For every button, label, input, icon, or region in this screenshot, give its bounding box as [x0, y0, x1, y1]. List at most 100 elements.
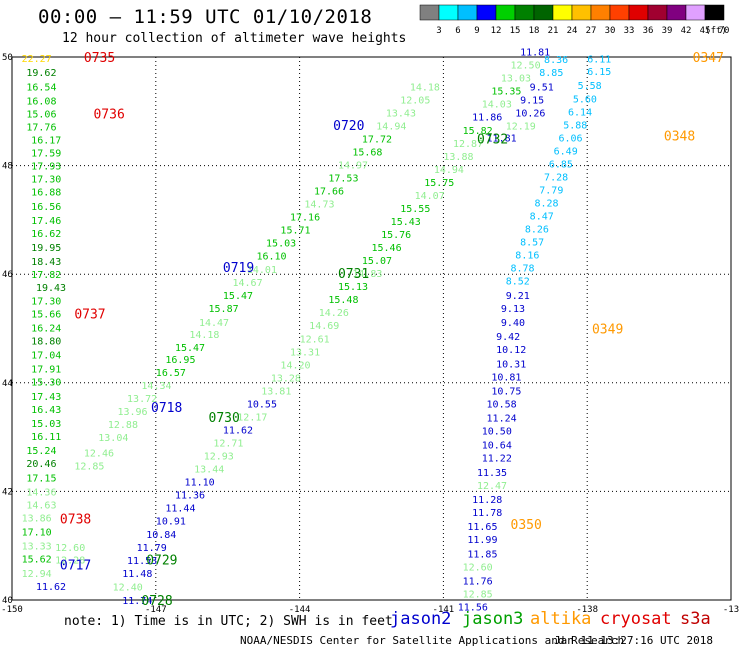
swh-value-label: 6.15 [587, 67, 611, 78]
swh-value-label: 11.62 [223, 425, 253, 436]
swh-value-label: 17.04 [31, 351, 61, 362]
swh-value-label: 13.31 [290, 347, 320, 358]
swh-value-label: 16.43 [31, 405, 61, 416]
swh-value-label: 15.48 [328, 295, 358, 306]
colorbar-swatch [590, 4, 611, 21]
swh-value-label: 10.31 [496, 359, 526, 370]
swh-value-label: 12.05 [400, 95, 430, 106]
colorbar-swatch [571, 4, 592, 21]
swh-value-label: 17.72 [362, 134, 392, 145]
swh-value-label: 11.35 [477, 468, 507, 479]
track-time-label: 0738 [60, 513, 91, 528]
track-time-label: 0730 [209, 411, 240, 426]
swh-value-label: 17.43 [31, 392, 61, 403]
y-tick-label: 40 [2, 596, 13, 606]
swh-value-label: 14.03 [482, 100, 512, 111]
colorbar-swatch [457, 4, 478, 21]
swh-value-label: 14.36 [26, 487, 56, 498]
colorbar-swatch [476, 4, 497, 21]
track-time-label: 0735 [84, 51, 115, 66]
legend-jason3: jason3 [462, 609, 524, 629]
swh-value-label: 17.46 [31, 216, 61, 227]
chart-subtitle: 12 hour collection of altimeter wave hei… [62, 31, 407, 46]
swh-value-label: 11.79 [137, 543, 167, 554]
swh-value-label: 13.43 [386, 108, 416, 119]
colorbar-swatch [628, 4, 649, 21]
swh-value-label: 19.62 [26, 68, 56, 79]
swh-value-label: 15.24 [26, 446, 56, 457]
swh-value-label: 15.47 [223, 291, 253, 302]
swh-value-label: 8.28 [534, 199, 558, 210]
colorbar-tick-label: 42 [681, 26, 692, 36]
swh-value-label: 17.30 [31, 175, 61, 186]
swh-value-label: 14.01 [247, 265, 277, 276]
swh-value-label: 12.17 [237, 412, 267, 423]
swh-value-label: 13.81 [261, 386, 291, 397]
swh-value-label: 16.95 [165, 355, 195, 366]
swh-value-label: 14.94 [376, 121, 406, 132]
swh-value-label: 10.50 [482, 427, 512, 438]
swh-value-label: 10.12 [496, 345, 526, 356]
colorbar-swatch [666, 4, 687, 21]
swh-value-label: 8.85 [539, 68, 563, 79]
swh-value-label: 12.88 [108, 420, 138, 431]
colorbar-swatch [533, 4, 554, 21]
swh-value-label: 13.86 [22, 513, 52, 524]
swh-value-label: 5.58 [578, 81, 602, 92]
swh-value-label: 7.28 [544, 172, 568, 183]
swh-value-label: 12.50 [511, 61, 541, 72]
swh-value-label: 11.48 [122, 569, 152, 580]
swh-value-label: 11.99 [467, 535, 497, 546]
swh-value-label: 10.58 [487, 399, 517, 410]
swh-value-label: 15.68 [352, 147, 382, 158]
swh-value-label: 17.93 [31, 162, 61, 173]
swh-value-label: 17.15 [26, 473, 56, 484]
swh-value-label: 10.91 [156, 517, 186, 528]
swh-value-label: 12.28 [55, 555, 85, 566]
track-time-label: 0731 [338, 267, 369, 282]
swh-value-label: 11.56 [458, 603, 488, 614]
swh-value-label: 12.85 [463, 589, 493, 600]
swh-value-label: 15.76 [381, 230, 411, 241]
swh-value-label: 8.52 [506, 277, 530, 288]
colorbar-tick-label: 6 [455, 26, 460, 36]
swh-value-label: 9.42 [496, 332, 520, 343]
track-time-label: 0348 [664, 130, 695, 145]
swh-value-label: 15.71 [280, 226, 310, 237]
swh-value-label: 7.79 [539, 185, 563, 196]
swh-value-label: 17.82 [31, 270, 61, 281]
swh-value-label: 14.67 [232, 278, 262, 289]
swh-value-label: 15.06 [26, 109, 56, 120]
colorbar-tick-label: 9 [474, 26, 479, 36]
swh-value-label: 10.84 [146, 530, 176, 541]
colorbar-tick-label: 36 [643, 26, 654, 36]
swh-value-label: 11.24 [487, 414, 517, 425]
track-time-label: 0349 [592, 323, 623, 338]
swh-value-label: 15.87 [209, 304, 239, 315]
swh-value-label: 18.43 [31, 257, 61, 268]
colorbar-tick-label: 45 [700, 26, 711, 36]
swh-value-label: 12.40 [113, 582, 143, 593]
swh-value-label: 15.07 [362, 256, 392, 267]
swh-value-label: 11.81 [520, 48, 550, 59]
swh-value-label: 10.26 [515, 108, 545, 119]
swh-value-label: 11.62 [36, 582, 66, 593]
swh-value-label: 16.08 [26, 96, 56, 107]
swh-value-label: 12.94 [22, 569, 52, 580]
track-time-label: 0729 [146, 553, 177, 568]
swh-value-label: 14.94 [434, 165, 464, 176]
track-time-label: 0737 [74, 307, 105, 322]
swh-value-label: 13.33 [22, 542, 52, 553]
x-tick-label: -147 [145, 605, 167, 615]
swh-value-label: 14.26 [319, 308, 349, 319]
swh-value-label: 13.03 [501, 74, 531, 85]
colorbar-tick-label: 3 [436, 26, 441, 36]
colorbar-tick-label: 30 [605, 26, 616, 36]
swh-value-label: 15.55 [400, 204, 430, 215]
colorbar-swatch [495, 4, 516, 21]
swh-value-label: 14.20 [280, 360, 310, 371]
track-time-label: 0728 [141, 594, 172, 609]
swh-value-label: 15.03 [31, 419, 61, 430]
swh-value-label: 11.81 [487, 133, 517, 144]
